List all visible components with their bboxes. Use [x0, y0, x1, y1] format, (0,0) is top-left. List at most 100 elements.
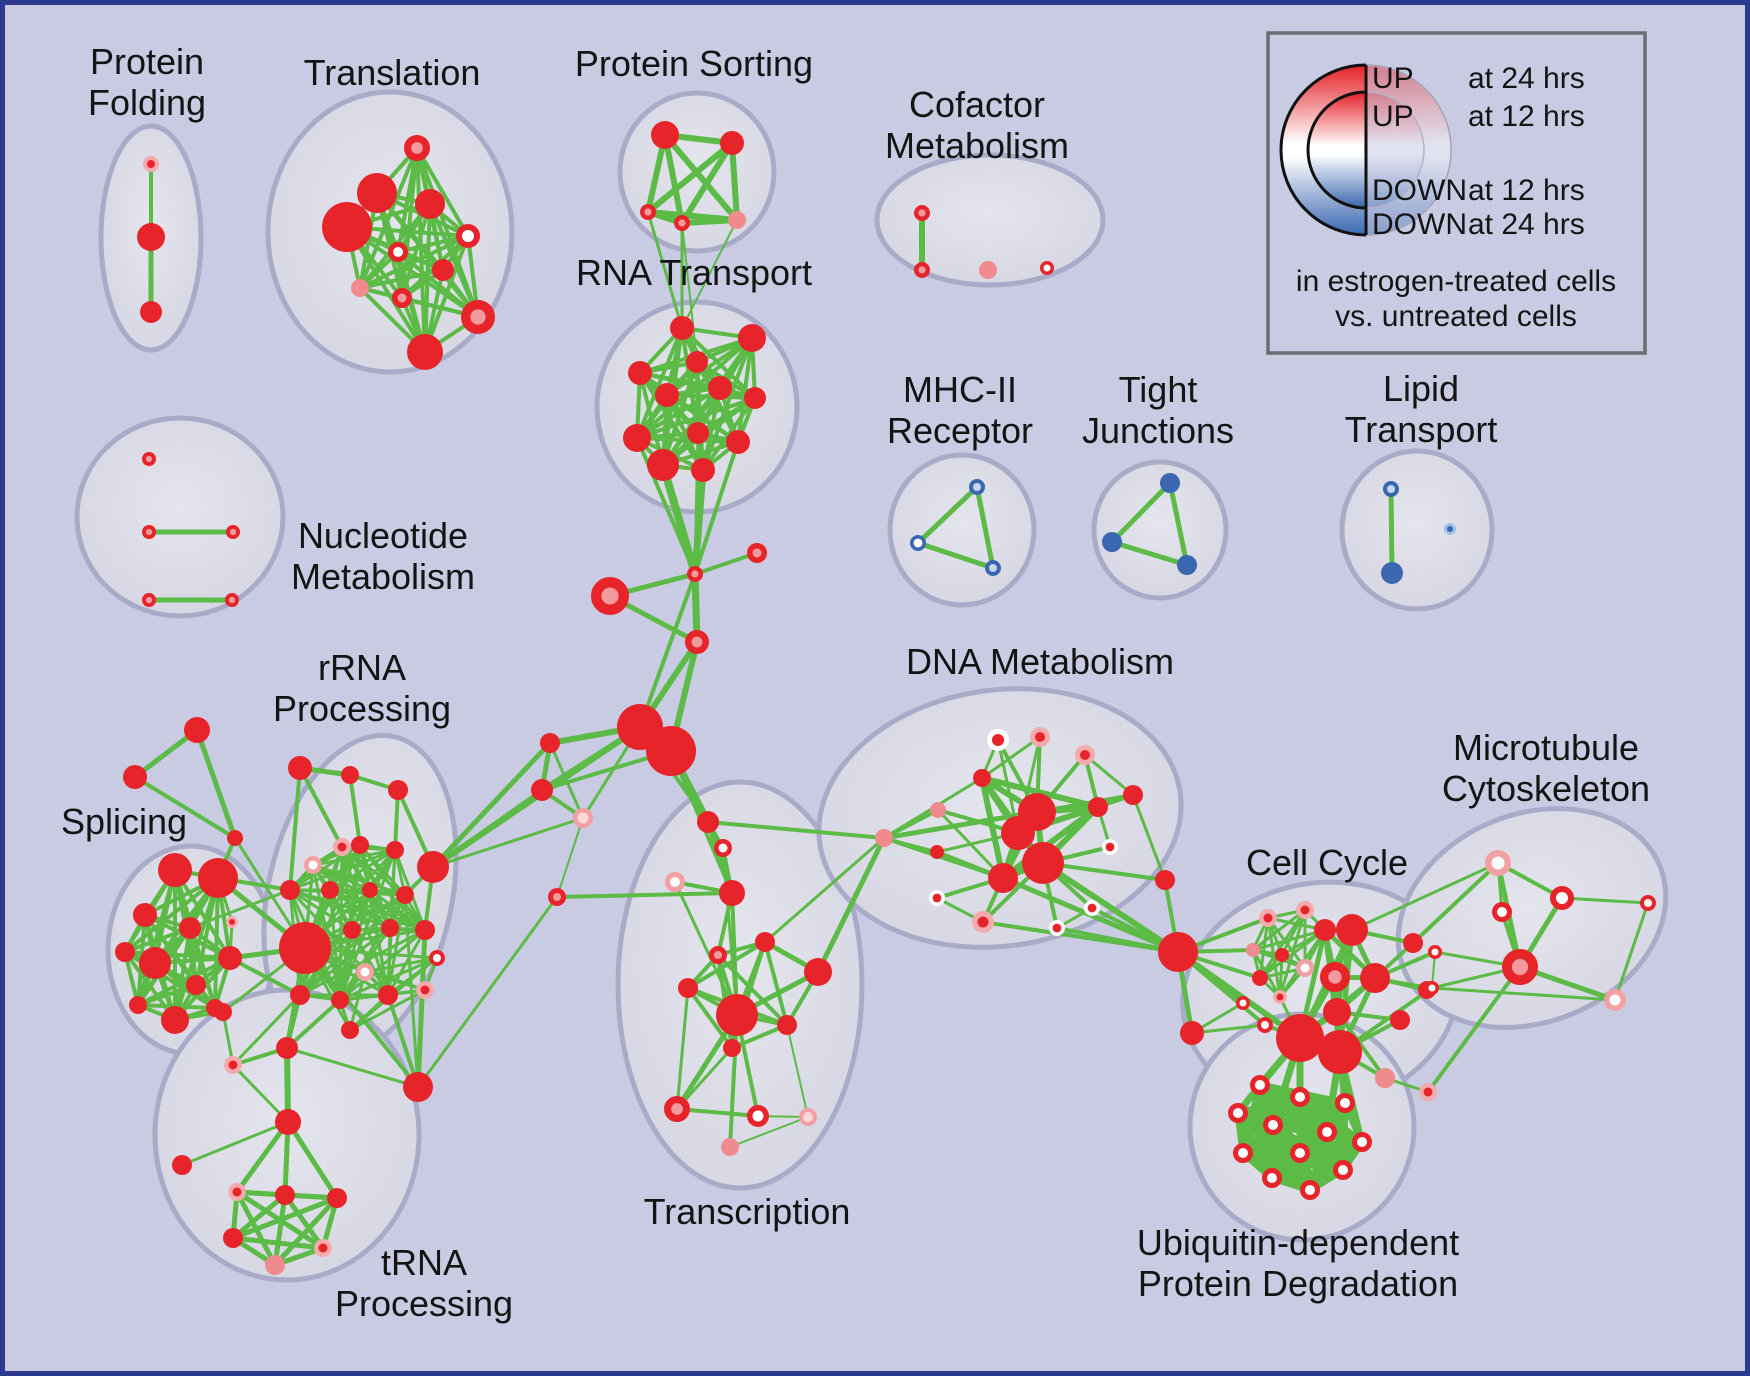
node-t4[interactable]: [322, 202, 372, 252]
node-tx14[interactable]: [747, 1105, 769, 1127]
node-t2[interactable]: [357, 173, 397, 213]
node-cc5[interactable]: [1246, 943, 1260, 957]
node-tn9[interactable]: [314, 1239, 332, 1257]
node-dm3[interactable]: [1075, 745, 1095, 765]
node-rr14[interactable]: [279, 922, 331, 974]
node-t5[interactable]: [456, 224, 480, 248]
node-rt7[interactable]: [744, 387, 766, 409]
node-rr13[interactable]: [396, 886, 414, 904]
node-rt5[interactable]: [708, 376, 732, 400]
node-dm13[interactable]: [1102, 838, 1119, 855]
node-rr20[interactable]: [290, 985, 310, 1005]
node-rr25[interactable]: [403, 1072, 433, 1102]
node-dm1[interactable]: [986, 728, 1009, 751]
node-spt2[interactable]: [123, 765, 147, 789]
node-tx6[interactable]: [708, 945, 727, 964]
node-rt12[interactable]: [691, 458, 715, 482]
node-sb1[interactable]: [214, 1003, 232, 1021]
node-hub2[interactable]: [646, 726, 696, 776]
node-u4[interactable]: [1228, 1103, 1248, 1123]
node-sp11[interactable]: [161, 1006, 189, 1034]
node-rr7[interactable]: [351, 836, 369, 854]
node-ubh2[interactable]: [1318, 1030, 1362, 1074]
node-tx2[interactable]: [714, 839, 732, 857]
node-mt2[interactable]: [1550, 886, 1574, 910]
node-rt8[interactable]: [687, 422, 709, 444]
node-sp5[interactable]: [226, 916, 238, 928]
node-u6[interactable]: [1317, 1122, 1337, 1142]
node-sp10[interactable]: [129, 996, 147, 1014]
node-nm1[interactable]: [142, 451, 157, 466]
node-nm5[interactable]: [225, 592, 240, 607]
node-tx7[interactable]: [755, 932, 775, 952]
node-bg1[interactable]: [1158, 932, 1198, 972]
node-sp3[interactable]: [133, 903, 157, 927]
node-cc14[interactable]: [1323, 998, 1351, 1026]
node-dm14[interactable]: [928, 889, 945, 906]
node-t3[interactable]: [415, 189, 445, 219]
node-sp2[interactable]: [198, 858, 238, 898]
node-tn3[interactable]: [275, 1109, 301, 1135]
node-cc12[interactable]: [1236, 996, 1250, 1010]
node-rr17[interactable]: [415, 920, 435, 940]
node-tx12[interactable]: [723, 1039, 741, 1057]
node-s5[interactable]: [728, 211, 746, 229]
node-dm18[interactable]: [1155, 870, 1175, 890]
node-cc13[interactable]: [1257, 1017, 1273, 1033]
node-lc1[interactable]: [540, 733, 560, 753]
node-nm2[interactable]: [142, 524, 157, 539]
node-dm17[interactable]: [1049, 919, 1066, 936]
node-cc8[interactable]: [1320, 962, 1350, 992]
node-s2[interactable]: [720, 131, 744, 155]
node-cn1[interactable]: [747, 543, 767, 563]
node-rt1[interactable]: [670, 316, 694, 340]
node-tx16[interactable]: [721, 1138, 739, 1156]
node-tj1[interactable]: [1160, 473, 1180, 493]
node-rr22[interactable]: [378, 985, 398, 1005]
node-cf2[interactable]: [914, 262, 931, 279]
node-cc7[interactable]: [1296, 959, 1314, 977]
node-dm6[interactable]: [1088, 797, 1108, 817]
node-tx4[interactable]: [547, 887, 566, 906]
node-tn7[interactable]: [327, 1188, 347, 1208]
node-cn3[interactable]: [590, 576, 629, 615]
node-tx13[interactable]: [664, 1095, 691, 1122]
node-nm3[interactable]: [226, 524, 241, 539]
node-tn8[interactable]: [223, 1228, 243, 1248]
node-tj2[interactable]: [1102, 532, 1122, 552]
node-dm11[interactable]: [1022, 842, 1064, 884]
node-cc16[interactable]: [1403, 933, 1423, 953]
node-dm15[interactable]: [972, 911, 994, 933]
node-rr24[interactable]: [341, 1021, 359, 1039]
node-tn5[interactable]: [228, 1183, 246, 1201]
node-dm5[interactable]: [930, 802, 946, 818]
node-rr23[interactable]: [416, 981, 434, 999]
node-t10[interactable]: [460, 299, 495, 334]
node-cc10[interactable]: [1252, 970, 1268, 986]
node-mt3[interactable]: [1492, 902, 1512, 922]
node-pf1[interactable]: [143, 156, 159, 172]
node-tx11[interactable]: [777, 1015, 797, 1035]
node-cn4[interactable]: [684, 629, 709, 654]
node-mh3[interactable]: [985, 560, 1001, 576]
node-sp8[interactable]: [186, 975, 206, 995]
node-u5[interactable]: [1263, 1115, 1283, 1135]
node-cc9[interactable]: [1360, 963, 1390, 993]
node-u10[interactable]: [1333, 1160, 1353, 1180]
node-cc20[interactable]: [1419, 1083, 1437, 1101]
node-cc18[interactable]: [1390, 1010, 1410, 1030]
node-cc11[interactable]: [1273, 990, 1287, 1004]
node-rr12[interactable]: [362, 882, 378, 898]
node-dm12[interactable]: [988, 863, 1018, 893]
node-rr2[interactable]: [341, 766, 359, 784]
node-rr5[interactable]: [333, 838, 351, 856]
node-sp1[interactable]: [158, 853, 192, 887]
node-mt6[interactable]: [1425, 981, 1439, 995]
node-lp2[interactable]: [1381, 562, 1403, 584]
node-rr6[interactable]: [304, 856, 322, 874]
node-rr19[interactable]: [429, 950, 445, 966]
node-tx8[interactable]: [804, 958, 832, 986]
node-cc6[interactable]: [1275, 948, 1289, 962]
node-tn1[interactable]: [276, 1037, 298, 1059]
node-t7[interactable]: [432, 259, 454, 281]
